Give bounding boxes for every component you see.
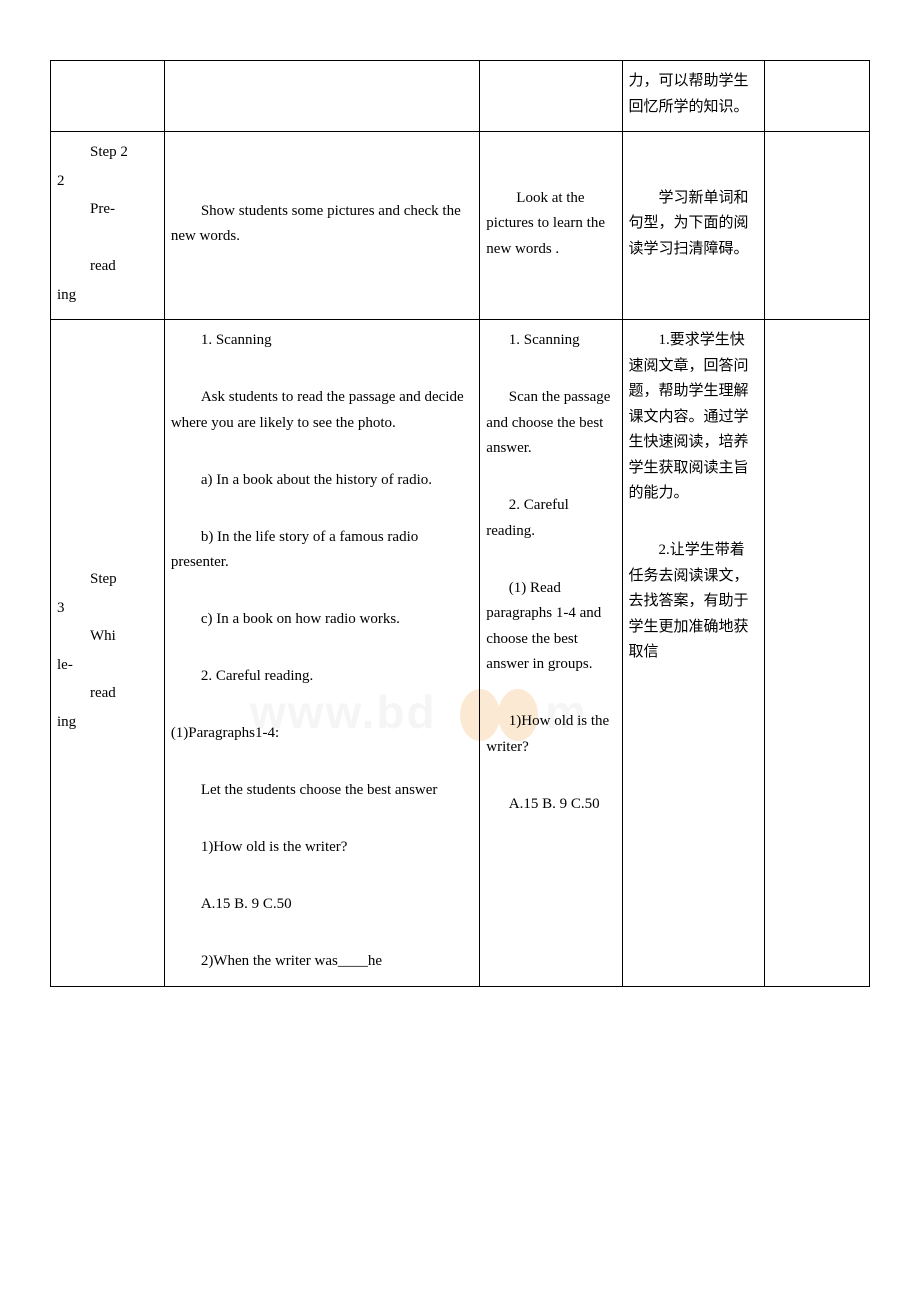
step-line: ing — [57, 283, 158, 309]
cell-line: 1)How old is the writer? — [486, 709, 615, 760]
cell-line: Scan the passage and choose the best ans… — [486, 385, 615, 462]
teacher-text: Show students some pictures and check th… — [171, 199, 473, 250]
table-row: Step 3 Whi le- read ing 1. Scanning Ask … — [51, 320, 870, 987]
cell-line — [171, 921, 473, 947]
step-line: ing — [57, 710, 158, 736]
cell-line: a) In a book about the history of radio. — [171, 468, 473, 494]
cell-line — [486, 547, 615, 573]
cell-line: (1)Paragraphs1-4: — [171, 721, 473, 747]
step-cell: Step 3 Whi le- read ing — [51, 320, 165, 987]
cell-line — [629, 510, 758, 536]
step-cell: Step 2 2 Pre- read ing — [51, 132, 165, 320]
cell-line — [171, 439, 473, 465]
step-line: Step — [57, 567, 158, 593]
step-line: 3 — [57, 596, 158, 622]
purpose-text: 学习新单词和句型，为下面的阅读学习扫清障碍。 — [629, 186, 758, 263]
step-line: le- — [57, 653, 158, 679]
cell-line: 2. Careful reading. — [171, 664, 473, 690]
cell-line: 1)How old is the writer? — [171, 835, 473, 861]
cell-line: b) In the life story of a famous radio p… — [171, 525, 473, 576]
purpose-cell: 学习新单词和句型，为下面的阅读学习扫清障碍。 — [622, 132, 764, 320]
lesson-plan-table: 力，可以帮助学生回忆所学的知识。 Step 2 2 Pre- read ing … — [50, 60, 870, 987]
cell-line: 2. Careful reading. — [486, 493, 615, 544]
teacher-cell: 1. Scanning Ask students to read the pas… — [164, 320, 479, 987]
cell-line — [171, 496, 473, 522]
purpose-text: 力，可以帮助学生回忆所学的知识。 — [629, 69, 758, 120]
teacher-cell: Show students some pictures and check th… — [164, 132, 479, 320]
step-line — [57, 226, 158, 252]
cell-line — [171, 357, 473, 383]
cell-line: 1. Scanning — [171, 328, 473, 354]
student-text: Look at the pictures to learn the new wo… — [486, 186, 615, 263]
cell-line — [171, 579, 473, 605]
last-cell — [764, 320, 869, 987]
cell-line: A.15 B. 9 C.50 — [171, 892, 473, 918]
cell-line: c) In a book on how radio works. — [171, 607, 473, 633]
step-line: Whi — [57, 624, 158, 650]
cell-line — [486, 357, 615, 383]
cell-line — [486, 681, 615, 707]
cell-line — [171, 750, 473, 776]
cell-line: 2)When the writer was____he — [171, 949, 473, 975]
cell-line: 1.要求学生快速阅文章，回答问题，帮助学生理解课文内容。通过学生快速阅读，培养学… — [629, 328, 758, 507]
purpose-cell: 1.要求学生快速阅文章，回答问题，帮助学生理解课文内容。通过学生快速阅读，培养学… — [622, 320, 764, 987]
student-cell: Look at the pictures to learn the new wo… — [480, 132, 622, 320]
student-cell — [480, 61, 622, 132]
step-line: read — [57, 254, 158, 280]
teacher-cell — [164, 61, 479, 132]
last-cell — [764, 61, 869, 132]
cell-line: 1. Scanning — [486, 328, 615, 354]
purpose-cell: 力，可以帮助学生回忆所学的知识。 — [622, 61, 764, 132]
cell-line — [171, 636, 473, 662]
step-line: Pre- — [57, 197, 158, 223]
cell-line — [171, 693, 473, 719]
step-line: read — [57, 681, 158, 707]
step-line: Step 2 — [57, 140, 158, 166]
table-row: Step 2 2 Pre- read ing Show students som… — [51, 132, 870, 320]
cell-line: Ask students to read the passage and dec… — [171, 385, 473, 436]
cell-line: 2.让学生带着任务去阅读课文，去找答案，有助于学生更加准确地获取信 — [629, 538, 758, 666]
student-cell: 1. Scanning Scan the passage and choose … — [480, 320, 622, 987]
lesson-plan-table-wrap: 力，可以帮助学生回忆所学的知识。 Step 2 2 Pre- read ing … — [50, 60, 870, 987]
cell-line: Let the students choose the best answer — [171, 778, 473, 804]
cell-line: (1) Read paragraphs 1-4 and choose the b… — [486, 576, 615, 678]
last-cell — [764, 132, 869, 320]
cell-line: A.15 B. 9 C.50 — [486, 792, 615, 818]
cell-line — [171, 864, 473, 890]
cell-line — [486, 465, 615, 491]
step-cell — [51, 61, 165, 132]
cell-line — [171, 807, 473, 833]
cell-line — [486, 763, 615, 789]
step-line: 2 — [57, 169, 158, 195]
table-row: 力，可以帮助学生回忆所学的知识。 — [51, 61, 870, 132]
